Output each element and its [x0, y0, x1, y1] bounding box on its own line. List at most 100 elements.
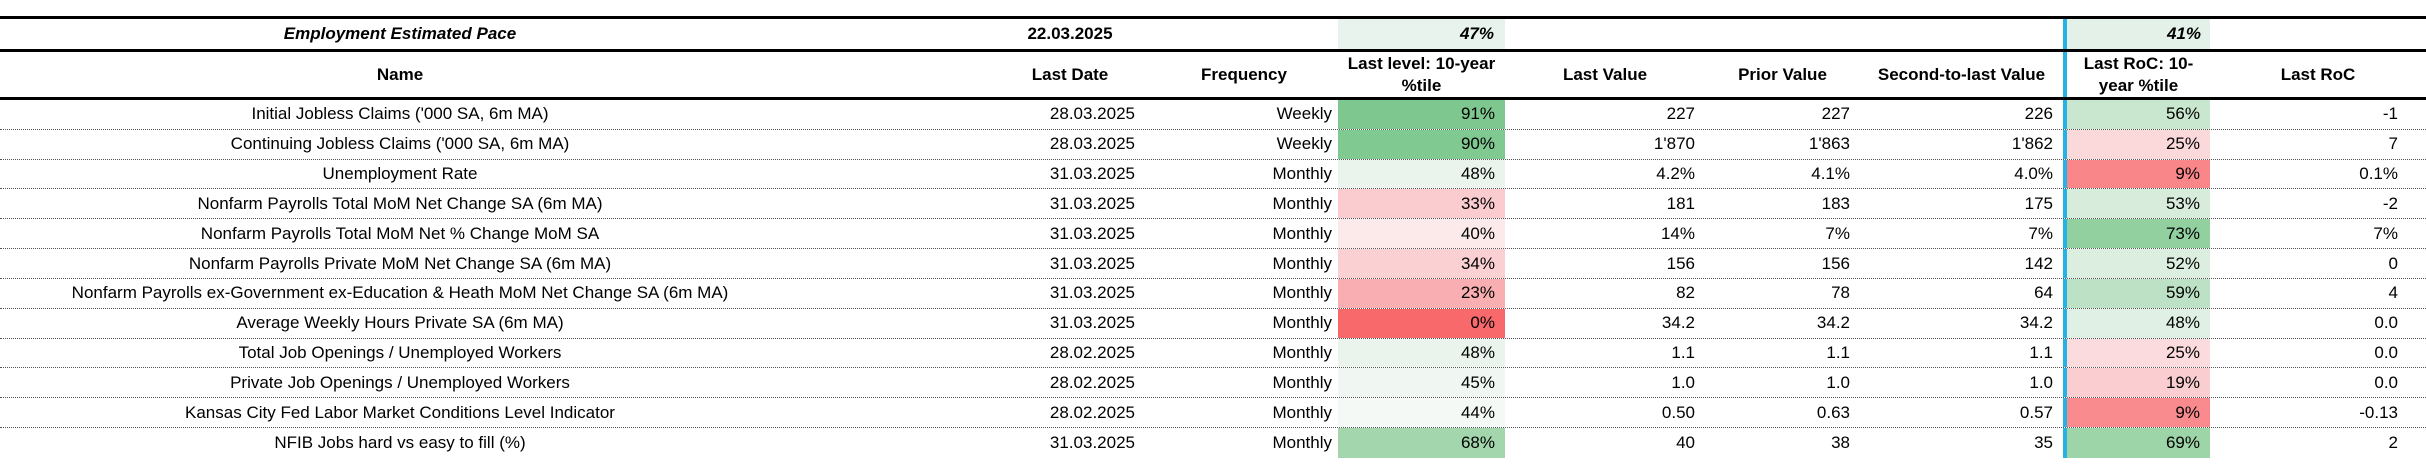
cell-frequency: Weekly [1276, 104, 1332, 124]
cell-last-value: 1'870 [1653, 134, 1695, 154]
cell-last-date: 31.03.2025 [1049, 193, 1135, 213]
table-row: Average Weekly Hours Private SA (6m MA) … [0, 308, 2426, 339]
cell-spacer [800, 339, 990, 368]
cell-last-roc: 0 [2388, 253, 2398, 273]
table-row: Private Job Openings / Unemployed Worker… [0, 368, 2426, 399]
title-roc-ptile: 41% [2063, 19, 2210, 49]
table-body: Initial Jobless Claims ('000 SA, 6m MA) … [0, 100, 2426, 458]
title-row: Employment Estimated Pace 22.03.2025 47%… [0, 16, 2426, 52]
cell-last-date: 31.03.2025 [1049, 223, 1135, 243]
cell-last-roc: 2 [2388, 433, 2398, 453]
cell-last-date: 31.03.2025 [1049, 313, 1135, 333]
cell-roc-ptile: 73% [2063, 219, 2210, 249]
cell-last-roc: -1 [2382, 104, 2398, 124]
cell-frequency: Monthly [1272, 402, 1332, 422]
cell-name: NFIB Jobs hard vs easy to fill (%) [274, 433, 526, 453]
cell-last-value: 34.2 [1661, 313, 1695, 333]
cell-roc-ptile: 25% [2063, 129, 2210, 159]
title-last-roc-empty [2210, 19, 2426, 49]
cell-level-ptile: 91% [1338, 100, 1505, 129]
table-row: Unemployment Rate 31.03.2025 Monthly 48%… [0, 159, 2426, 190]
cell-last-value: 181 [1666, 193, 1695, 213]
table-row: Nonfarm Payrolls Private MoM Net Change … [0, 249, 2426, 279]
cell-level-ptile: 68% [1338, 428, 1505, 458]
cell-name: Unemployment Rate [322, 164, 478, 184]
header-last-roc: Last RoC [2280, 64, 2356, 84]
cell-prior-value: 4.1% [1811, 164, 1850, 184]
cell-name: Average Weekly Hours Private SA (6m MA) [236, 313, 564, 333]
cell-last-date: 31.03.2025 [1049, 283, 1135, 303]
cell-name: Nonfarm Payrolls ex-Government ex-Educat… [71, 283, 729, 303]
cell-last-value: 156 [1666, 253, 1695, 273]
cell-prior-value: 183 [1821, 193, 1850, 213]
cell-prior-value: 1.0 [1826, 372, 1850, 392]
header-level-ptile: Last level: 10-year %tile [1347, 54, 1496, 95]
cell-second-value: 142 [2024, 253, 2053, 273]
cell-last-roc: 0.0 [2374, 313, 2398, 333]
title-asof-date: 22.03.2025 [1027, 24, 1113, 43]
cell-spacer [800, 130, 990, 159]
cell-name: Initial Jobless Claims ('000 SA, 6m MA) [251, 104, 549, 124]
cell-prior-value: 227 [1821, 104, 1850, 124]
cell-prior-value: 156 [1821, 253, 1850, 273]
cell-spacer [800, 309, 990, 338]
cell-spacer [800, 368, 990, 397]
header-last-date: Last Date [1031, 64, 1109, 84]
table-row: NFIB Jobs hard vs easy to fill (%) 31.03… [0, 428, 2426, 458]
cell-spacer [800, 249, 990, 278]
cell-prior-value: 1'863 [1808, 134, 1850, 154]
cell-roc-ptile: 56% [2063, 100, 2210, 129]
header-second-value: Second-to-last Value [1877, 64, 2046, 84]
cell-last-value: 82 [1676, 283, 1695, 303]
table-row: Nonfarm Payrolls ex-Government ex-Educat… [0, 278, 2426, 309]
cell-spacer [800, 428, 990, 458]
title-second-value-empty [1860, 19, 2063, 49]
cell-roc-ptile: 9% [2063, 398, 2210, 428]
cell-last-date: 28.03.2025 [1049, 104, 1135, 124]
cell-last-date: 28.02.2025 [1049, 372, 1135, 392]
cell-last-value: 227 [1666, 104, 1695, 124]
cell-last-date: 28.02.2025 [1049, 402, 1135, 422]
cell-frequency: Monthly [1272, 343, 1332, 363]
cell-last-date: 28.03.2025 [1049, 134, 1135, 154]
cell-last-roc: 0.1% [2359, 164, 2398, 184]
cell-frequency: Monthly [1272, 164, 1332, 184]
cell-last-roc: 4 [2388, 283, 2398, 303]
cell-name: Kansas City Fed Labor Market Conditions … [185, 402, 615, 422]
cell-last-value: 4.2% [1656, 164, 1695, 184]
cell-spacer [800, 100, 990, 129]
cell-name: Nonfarm Payrolls Total MoM Net % Change … [200, 223, 600, 243]
cell-frequency: Monthly [1272, 313, 1332, 333]
cell-last-roc: -0.13 [2359, 402, 2398, 422]
cell-prior-value: 38 [1831, 433, 1850, 453]
cell-roc-ptile: 25% [2063, 338, 2210, 368]
cell-frequency: Weekly [1276, 134, 1332, 154]
cell-last-date: 31.03.2025 [1049, 164, 1135, 184]
table-row: Kansas City Fed Labor Market Conditions … [0, 398, 2426, 429]
cell-second-value: 64 [2034, 283, 2053, 303]
cell-last-value: 0.50 [1661, 402, 1695, 422]
table-row: Nonfarm Payrolls Total MoM Net Change SA… [0, 189, 2426, 220]
cell-level-ptile: 44% [1338, 398, 1505, 428]
header-name: Name [376, 64, 424, 84]
cell-last-roc: 7 [2388, 134, 2398, 154]
cell-last-date: 31.03.2025 [1049, 433, 1135, 453]
cell-level-ptile: 48% [1338, 159, 1505, 189]
cell-roc-ptile: 69% [2063, 428, 2210, 458]
header-last-value: Last Value [1562, 64, 1648, 84]
table-row: Total Job Openings / Unemployed Workers … [0, 338, 2426, 369]
cell-last-roc: 0.0 [2374, 372, 2398, 392]
cell-level-ptile: 45% [1338, 368, 1505, 398]
cell-name: Private Job Openings / Unemployed Worker… [230, 372, 570, 392]
cell-spacer [800, 219, 990, 248]
cell-last-value: 40 [1676, 433, 1695, 453]
cell-name: Continuing Jobless Claims ('000 SA, 6m M… [230, 134, 570, 154]
title-frequency-empty [1150, 19, 1338, 49]
cell-level-ptile: 34% [1338, 249, 1505, 278]
cell-prior-value: 0.63 [1816, 402, 1850, 422]
header-frequency: Frequency [1201, 64, 1287, 84]
cell-level-ptile: 48% [1338, 338, 1505, 368]
header-roc-ptile: Last RoC: 10-year %tile [2063, 52, 2210, 97]
cell-last-value: 1.1 [1671, 343, 1695, 363]
cell-spacer [800, 160, 990, 189]
